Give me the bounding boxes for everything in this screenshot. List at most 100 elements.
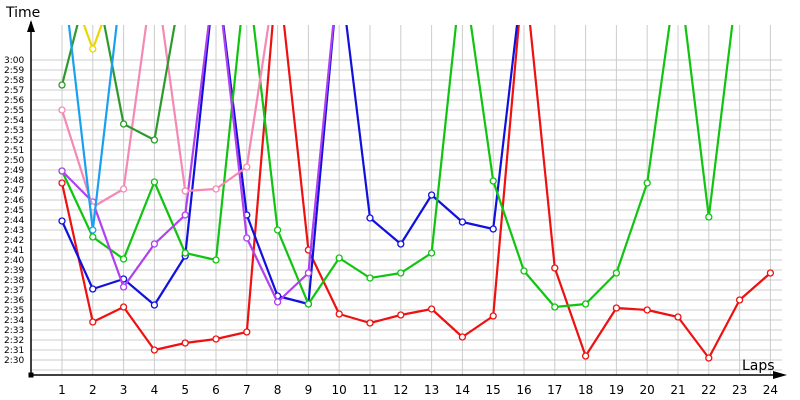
y-tick-label: 2:44 [4, 216, 24, 226]
data-point-marker [212, 256, 220, 264]
y-tick-label: 2:56 [4, 96, 24, 106]
data-point-marker [119, 185, 128, 193]
x-tick-label: 10 [332, 383, 347, 397]
data-point-marker [304, 300, 313, 308]
data-point-marker [181, 187, 189, 195]
data-point-marker [705, 354, 713, 362]
data-point-marker [273, 298, 282, 306]
y-tick-label: 2:51 [4, 146, 24, 156]
grid-lines [31, 25, 782, 375]
data-point-marker [150, 178, 159, 186]
x-tick-label: 22 [701, 383, 716, 397]
y-tick-label: 2:30 [4, 356, 24, 366]
data-point-marker [150, 240, 159, 248]
data-point-marker [119, 283, 128, 291]
x-tick-label: 6 [212, 383, 220, 397]
x-tick-label: 1 [58, 383, 66, 397]
series-line [60, 25, 270, 209]
x-tick-label: 20 [640, 383, 655, 397]
x-axis-arrow-icon [773, 371, 787, 379]
data-point-marker [243, 328, 251, 336]
data-point-marker [243, 234, 251, 242]
x-tick-label: 2 [89, 383, 97, 397]
data-point-marker [366, 214, 374, 222]
series-line [61, 25, 335, 304]
x-tick-label: 8 [274, 383, 282, 397]
data-point-marker [150, 136, 159, 144]
data-point-marker [58, 179, 66, 187]
data-point-marker [89, 226, 97, 234]
x-tick-label: 23 [732, 383, 747, 397]
y-axis-arrow-icon [27, 20, 35, 32]
data-point-marker [119, 303, 128, 311]
data-point-marker [243, 163, 251, 171]
y-tick-label: 2:40 [4, 256, 24, 266]
y-tick-label: 2:57 [4, 86, 24, 96]
y-tick-label: 2:53 [4, 126, 24, 136]
data-point-marker [612, 304, 621, 312]
y-tick-label: 2:46 [4, 196, 24, 206]
series-yellow [82, 25, 103, 53]
y-tick-label: 2:58 [4, 76, 24, 86]
data-point-marker [150, 346, 159, 354]
y-tick-label: 2:47 [4, 186, 24, 196]
data-point-marker [705, 213, 713, 221]
data-point-marker [181, 211, 189, 219]
data-point-marker [458, 333, 467, 341]
data-point-marker [397, 269, 405, 277]
y-axis-tick-labels: 3:002:592:582:572:562:552:542:532:522:51… [4, 56, 24, 366]
y-tick-label: 2:43 [4, 226, 24, 236]
x-tick-label: 16 [516, 383, 531, 397]
data-point-marker [304, 269, 313, 277]
y-tick-label: 2:39 [4, 266, 24, 276]
y-tick-label: 3:00 [4, 56, 24, 66]
y-tick-label: 2:38 [4, 276, 24, 286]
data-point-marker [397, 240, 405, 248]
data-point-marker [58, 106, 66, 114]
data-point-marker [643, 306, 651, 314]
x-tick-label: 5 [181, 383, 189, 397]
series-dark-green [58, 25, 176, 144]
data-point-marker [273, 226, 282, 234]
data-point-marker [551, 264, 559, 272]
data-point-marker [427, 305, 436, 313]
data-point-marker [119, 255, 128, 263]
data-point-marker [89, 233, 97, 241]
x-tick-label: 4 [151, 383, 159, 397]
data-point-marker [489, 225, 497, 233]
data-point-marker [335, 254, 343, 262]
x-tick-label: 12 [393, 383, 408, 397]
data-point-marker [520, 267, 528, 275]
y-axis-title: Time [5, 5, 40, 21]
data-point-marker [89, 45, 97, 53]
data-point-marker [612, 269, 621, 277]
series-line [60, 25, 519, 307]
data-point-marker [181, 339, 189, 347]
x-tick-label: 3 [120, 383, 128, 397]
data-point-marker [181, 249, 189, 257]
x-tick-label: 13 [424, 383, 439, 397]
series-light-blue [67, 25, 118, 234]
data-point-marker [212, 185, 220, 193]
data-point-marker [119, 120, 128, 128]
axes: Time Laps [5, 5, 787, 379]
x-tick-label: 18 [578, 383, 593, 397]
x-axis-title: Laps [742, 358, 775, 374]
y-tick-label: 2:50 [4, 156, 24, 166]
data-point-marker [643, 179, 651, 187]
data-point-marker [581, 300, 590, 308]
data-point-marker [397, 311, 405, 319]
x-tick-label: 9 [305, 383, 313, 397]
y-tick-label: 2:31 [4, 346, 24, 356]
y-tick-label: 2:32 [4, 336, 24, 346]
data-point-marker [89, 285, 97, 293]
series-green [58, 25, 734, 311]
y-tick-label: 2:52 [4, 136, 24, 146]
y-tick-label: 2:48 [4, 176, 24, 186]
y-tick-label: 2:55 [4, 106, 24, 116]
series-red [58, 25, 775, 362]
data-point-marker [674, 313, 682, 321]
x-tick-label: 14 [455, 383, 470, 397]
y-tick-label: 2:36 [4, 296, 24, 306]
